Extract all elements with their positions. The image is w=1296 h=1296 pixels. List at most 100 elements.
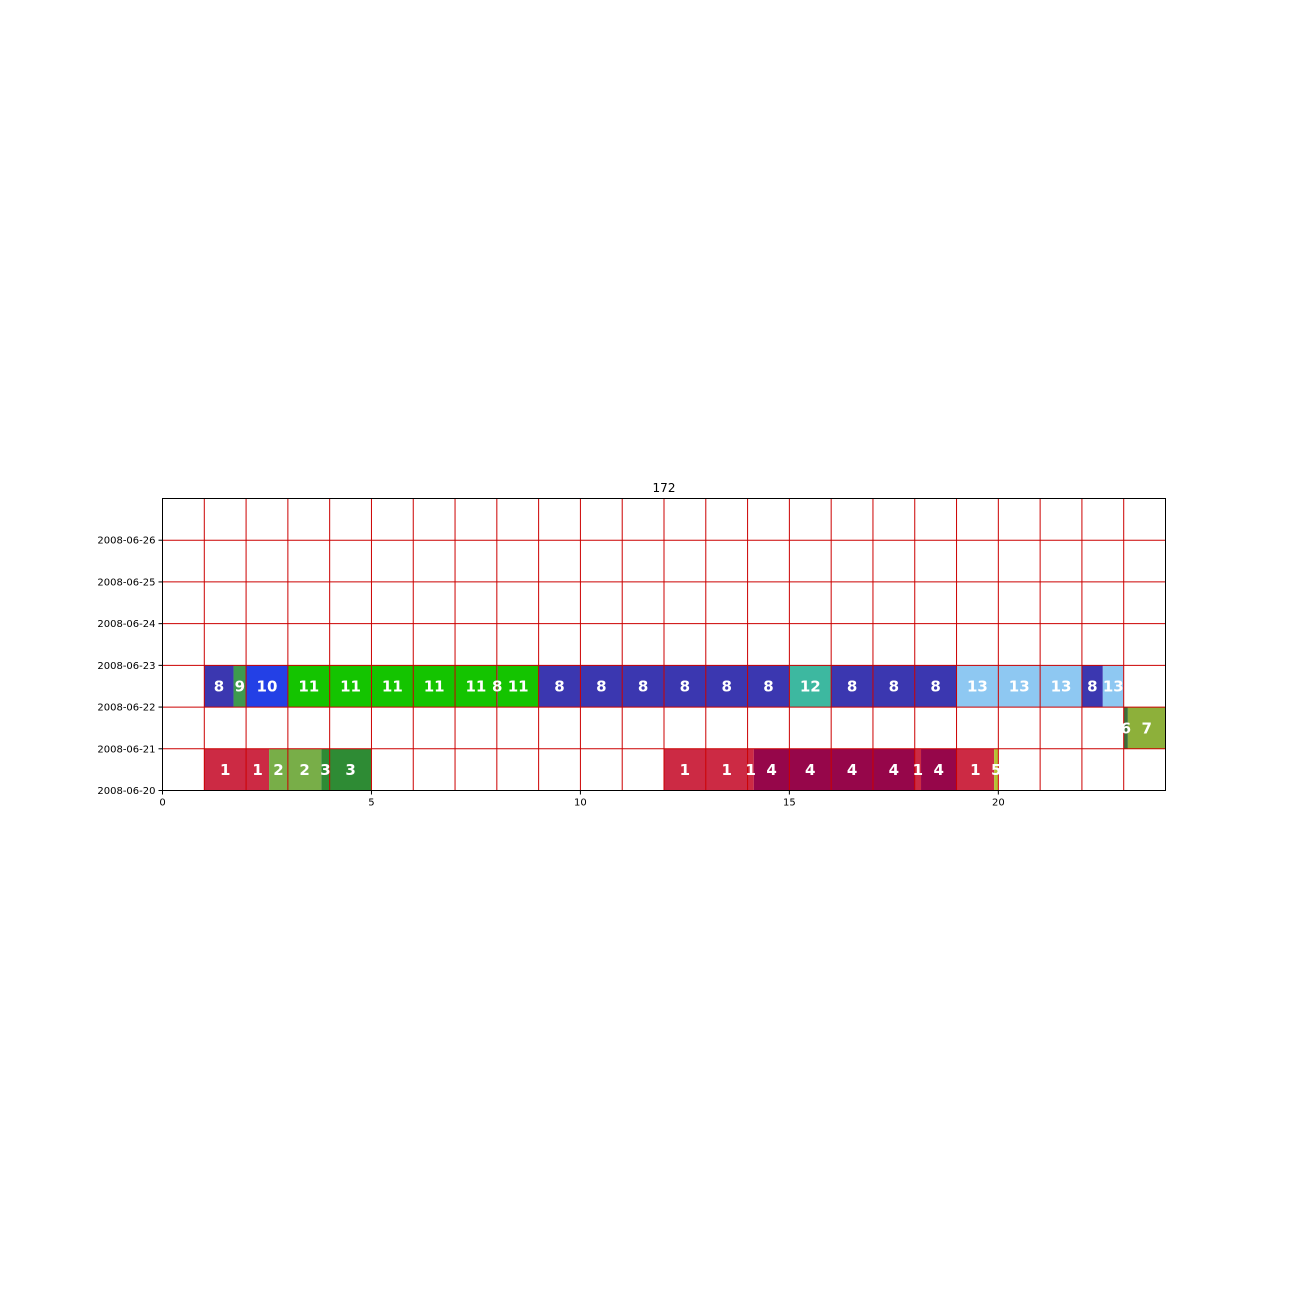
segment-label: 4	[766, 761, 776, 779]
segment-label: 11	[424, 678, 445, 696]
x-tick-label: 0	[159, 798, 165, 809]
y-tick-label: 2008-06-23	[97, 661, 155, 672]
segment-label: 11	[466, 678, 487, 696]
segment-bar	[622, 665, 664, 708]
segment-bar	[872, 748, 915, 791]
segment-bar	[455, 665, 497, 708]
segment-label: 1	[913, 761, 923, 779]
x-tick-label: 15	[783, 798, 796, 809]
segment-bar	[497, 665, 539, 708]
segment-label: 2	[273, 761, 283, 779]
segment-label: 8	[492, 678, 502, 696]
segment-bar	[329, 665, 372, 708]
segment-label: 11	[382, 678, 403, 696]
segment-label: 4	[934, 761, 944, 779]
segment-bar	[246, 665, 288, 708]
segment-label: 8	[721, 678, 731, 696]
segment-label: 8	[889, 678, 899, 696]
segment-bar	[872, 665, 915, 708]
segment-label: 11	[340, 678, 361, 696]
segment-label: 4	[847, 761, 857, 779]
segment-label: 4	[805, 761, 815, 779]
segment-bar	[747, 665, 790, 708]
segment-bar	[1123, 707, 1128, 749]
segment-bar	[1040, 665, 1082, 708]
segment-bar	[705, 665, 748, 708]
segment-label: 1	[252, 761, 262, 779]
segment-label: 1	[721, 761, 731, 779]
segment-bar	[371, 665, 414, 708]
segment-bar	[914, 665, 957, 708]
segment-bar	[269, 748, 288, 791]
segment-bar	[1127, 707, 1166, 749]
segment-bar	[998, 665, 1041, 708]
segment-bar	[705, 748, 748, 791]
plot-frame	[162, 498, 1166, 791]
segment-label: 3	[345, 761, 355, 779]
segment-label: 1	[970, 761, 980, 779]
segment-bar	[204, 665, 234, 708]
segment-bar	[1081, 665, 1103, 708]
x-axis: 0 5 10 15 20	[159, 790, 1005, 809]
chart-title: 172	[653, 481, 676, 495]
y-tick-label: 2008-06-21	[97, 744, 155, 755]
segment-bar	[789, 665, 832, 708]
segment-label: 8	[680, 678, 690, 696]
segment-bar	[329, 748, 372, 791]
segment-label: 13	[967, 678, 988, 696]
segment-bar	[831, 748, 873, 791]
segment-label: 1	[745, 761, 755, 779]
segment-label: 6	[1121, 719, 1131, 737]
segment-bar	[580, 665, 623, 708]
segment-bar	[914, 748, 922, 791]
segment-label: 8	[214, 678, 224, 696]
segment-label: 3	[320, 761, 330, 779]
segment-label: 1	[680, 761, 690, 779]
segment-label: 13	[1009, 678, 1030, 696]
x-tick-label: 20	[992, 798, 1005, 809]
segment-label: 8	[763, 678, 773, 696]
segment-bar	[287, 748, 322, 791]
segment-bar	[664, 748, 706, 791]
segment-bar	[994, 748, 999, 791]
y-tick-label: 2008-06-25	[97, 577, 155, 588]
segment-bar	[956, 665, 999, 708]
segment-bar	[789, 748, 832, 791]
grid-layer	[162, 498, 1166, 791]
segment-bar	[1102, 665, 1124, 708]
segment-bar	[233, 665, 247, 708]
segment-bar	[956, 748, 995, 791]
segment-bar	[538, 665, 581, 708]
segments-layer	[204, 665, 1166, 791]
segment-label: 2	[299, 761, 309, 779]
x-tick-label: 5	[368, 798, 374, 809]
segment-bar	[831, 665, 873, 708]
segment-label: 8	[638, 678, 648, 696]
segment-label: 9	[235, 678, 245, 696]
segment-label: 11	[298, 678, 319, 696]
segment-label: 8	[554, 678, 564, 696]
segment-label: 13	[1051, 678, 1072, 696]
segment-bar	[413, 665, 456, 708]
segment-label: 8	[930, 678, 940, 696]
segment-label: 8	[1087, 678, 1097, 696]
segment-label: 8	[847, 678, 857, 696]
y-tick-label: 2008-06-22	[97, 703, 155, 714]
x-tick-label: 10	[574, 798, 587, 809]
segment-label: 12	[800, 678, 821, 696]
segment-bar	[287, 665, 330, 708]
segment-bar	[204, 748, 247, 791]
segment-label: 7	[1141, 719, 1151, 737]
segment-label: 10	[257, 678, 278, 696]
segment-bar	[753, 748, 790, 791]
y-tick-label: 2008-06-24	[97, 619, 155, 630]
segment-labels-layer: 1 1 2 2 3 3 1 1 1 4 4 4 4 1 4 1 56 78 9 10 11 11 11 11 11 8 11 8 8 8 8…	[214, 678, 1152, 779]
segment-bar	[246, 748, 270, 791]
segment-label: 1	[220, 761, 230, 779]
segment-bar	[664, 665, 706, 708]
y-axis: 2008-06-20 2008-06-21 2008-06-22 2008-06-23…	[97, 536, 163, 797]
y-tick-label: 2008-06-26	[97, 536, 155, 547]
segment-bar	[747, 748, 754, 791]
y-tick-label: 2008-06-20	[97, 786, 155, 797]
